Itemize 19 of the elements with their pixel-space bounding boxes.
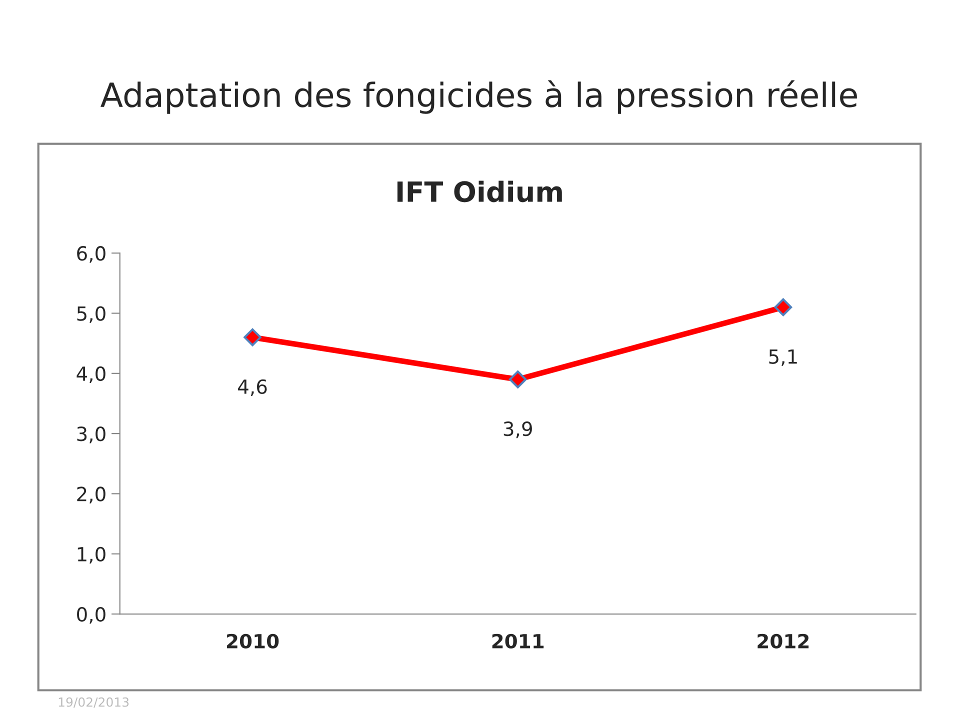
y-tick-label: 5,0 xyxy=(77,306,106,323)
point xyxy=(244,328,262,346)
data-label: 5,1 xyxy=(769,349,797,366)
x-tick-label: 2011 xyxy=(492,634,544,649)
x-tick-label: 2010 xyxy=(227,634,279,649)
data-label: 4,6 xyxy=(238,379,267,396)
y-tick-label: 0,0 xyxy=(77,606,106,624)
chart-subtitle: IFT Oidium xyxy=(397,180,562,202)
chart-title: Adaptation des fongicides à la pression réelle xyxy=(100,80,857,114)
point xyxy=(774,298,792,316)
y-tick-label: 3,0 xyxy=(77,426,106,444)
x-tick-label: 2012 xyxy=(758,634,809,649)
y-tick-label: 4,0 xyxy=(76,366,106,384)
y-tick-label: 2,0 xyxy=(77,486,106,504)
y-tick-label: 1,0 xyxy=(78,546,106,564)
data-label: 3,9 xyxy=(504,421,532,438)
text: 19/02/2013 xyxy=(58,697,129,708)
point xyxy=(508,370,527,388)
y-tick-label: 6,0 xyxy=(77,246,106,263)
